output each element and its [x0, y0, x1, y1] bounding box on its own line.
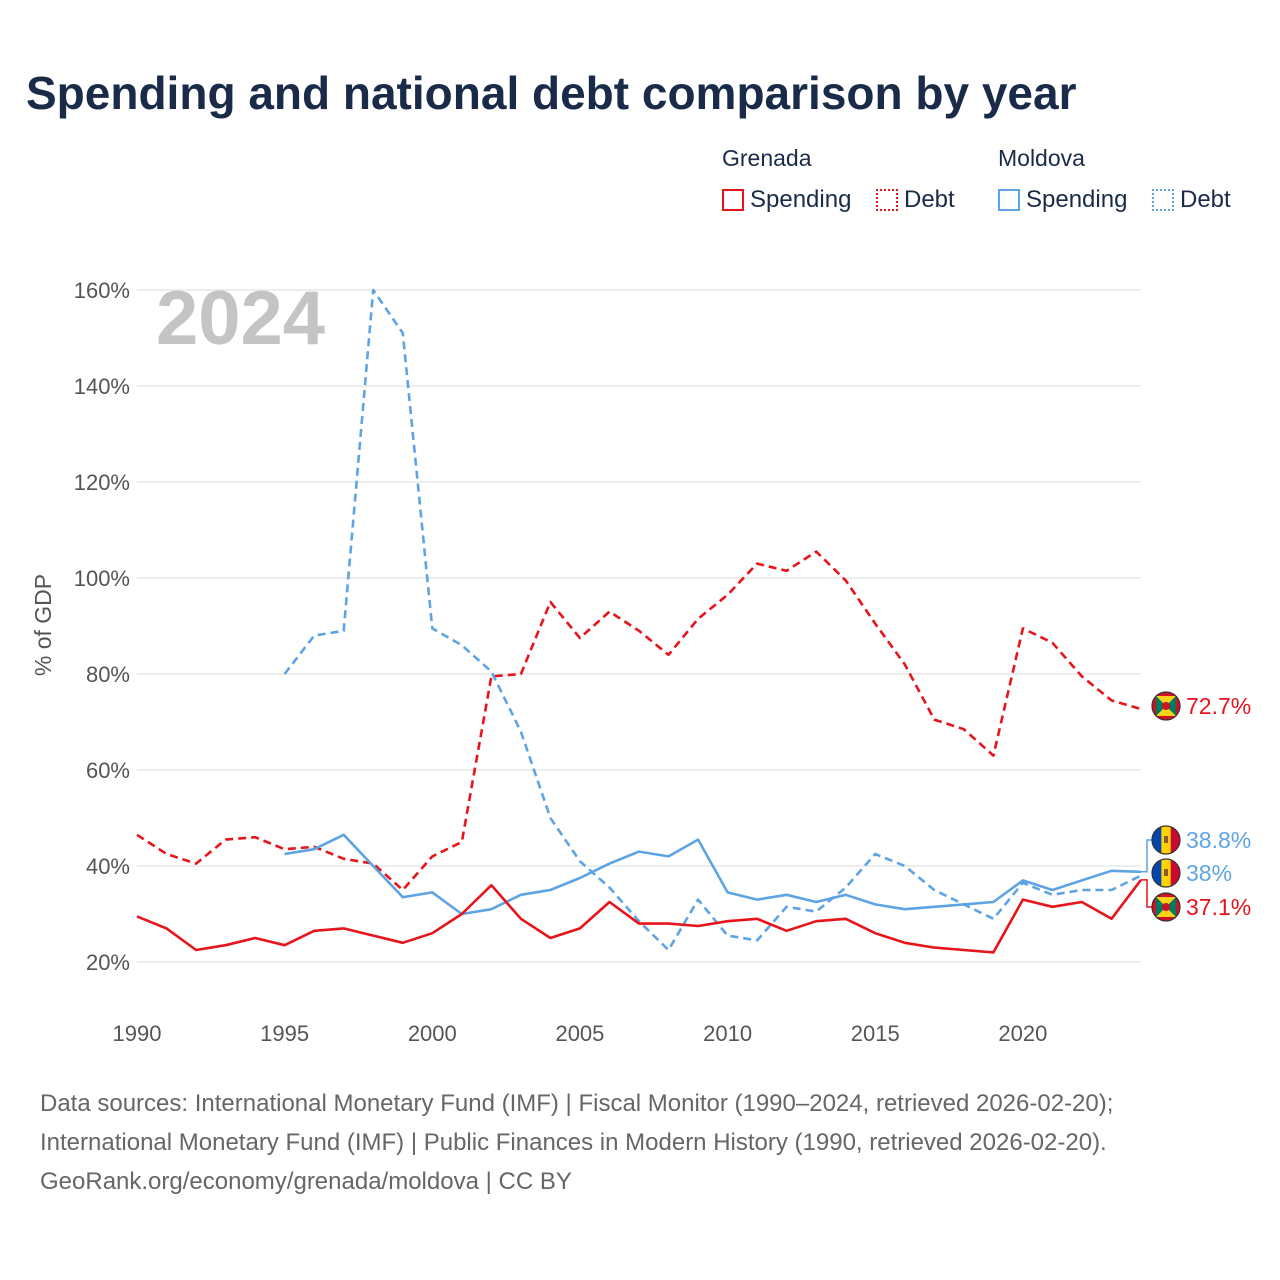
legend-label: Debt [1180, 186, 1231, 213]
end-label-value: 72.7% [1186, 693, 1251, 719]
y-tick-label: 100% [74, 566, 130, 591]
moldova-flag-icon [1152, 859, 1181, 887]
legend-swatch-solid-icon [722, 189, 744, 211]
x-tick-label: 2015 [851, 1021, 900, 1046]
y-axis-label: % of GDP [30, 574, 56, 676]
year-watermark: 2024 [156, 276, 325, 361]
series-line-moldova-spending [284, 833, 1142, 916]
moldova-flag-icon [1152, 826, 1181, 854]
x-axis-ticks: 1990 1995 2000 2005 2010 2015 2020 [113, 1021, 1048, 1046]
legend-grenada-debt[interactable]: Debt [876, 185, 955, 215]
legend-label: Debt [904, 186, 955, 213]
end-label-value: 38% [1186, 860, 1232, 886]
grenada-flag-icon [1152, 692, 1180, 720]
page-title: Spending and national debt comparison by… [26, 67, 1077, 119]
end-label-value: 38.8% [1186, 827, 1251, 853]
end-label-connector [1141, 839, 1152, 873]
line-chart: 20% 40% 60% 80% 100% 120% 140% 160% 1990 1995 200… [30, 276, 1251, 1046]
series-line-moldova-debt [283, 288, 1142, 952]
x-tick-label: 1990 [113, 1021, 162, 1046]
y-tick-label: 120% [74, 470, 130, 495]
end-label-value: 37.1% [1186, 894, 1251, 920]
x-tick-label: 2020 [998, 1021, 1047, 1046]
series-line-grenada-debt [136, 550, 1142, 892]
legend-group-moldova: Moldova [998, 145, 1085, 171]
x-tick-label: 2010 [703, 1021, 752, 1046]
legend-swatch-dotted-icon [876, 189, 898, 211]
end-labels: 72.7% 38.8% 38% 37.1% [1141, 692, 1251, 921]
source-line: International Monetary Fund (IMF) | Publ… [40, 1129, 1107, 1156]
y-tick-label: 160% [74, 278, 130, 303]
legend-swatch-solid-icon [998, 189, 1020, 211]
y-axis-ticks: 20% 40% 60% 80% 100% 120% 140% 160% [74, 278, 130, 975]
x-tick-label: 2000 [408, 1021, 457, 1046]
x-tick-label: 2005 [555, 1021, 604, 1046]
y-tick-label: 80% [86, 662, 130, 687]
y-tick-label: 60% [86, 758, 130, 783]
legend-label: Spending [750, 186, 852, 213]
source-line: GeoRank.org/economy/grenada/moldova | CC… [40, 1168, 572, 1195]
grenada-flag-icon [1152, 893, 1180, 921]
legend-grenada-spending[interactable]: Spending [722, 185, 851, 215]
y-tick-label: 20% [86, 950, 130, 975]
source-line: Data sources: International Monetary Fun… [40, 1090, 1114, 1117]
legend-moldova-debt[interactable]: Debt [1152, 185, 1231, 215]
series-line-grenada-spending [136, 879, 1143, 954]
y-tick-label: 140% [74, 374, 130, 399]
grid [137, 289, 1141, 963]
legend-group-grenada: Grenada [722, 145, 812, 171]
x-tick-label: 1995 [260, 1021, 309, 1046]
legend-swatch-dotted-icon [1152, 189, 1174, 211]
legend-moldova-spending[interactable]: Spending [998, 185, 1127, 215]
end-label-connector [1141, 879, 1152, 908]
series-layer [136, 288, 1143, 954]
y-tick-label: 40% [86, 854, 130, 879]
legend-label: Spending [1026, 186, 1128, 213]
